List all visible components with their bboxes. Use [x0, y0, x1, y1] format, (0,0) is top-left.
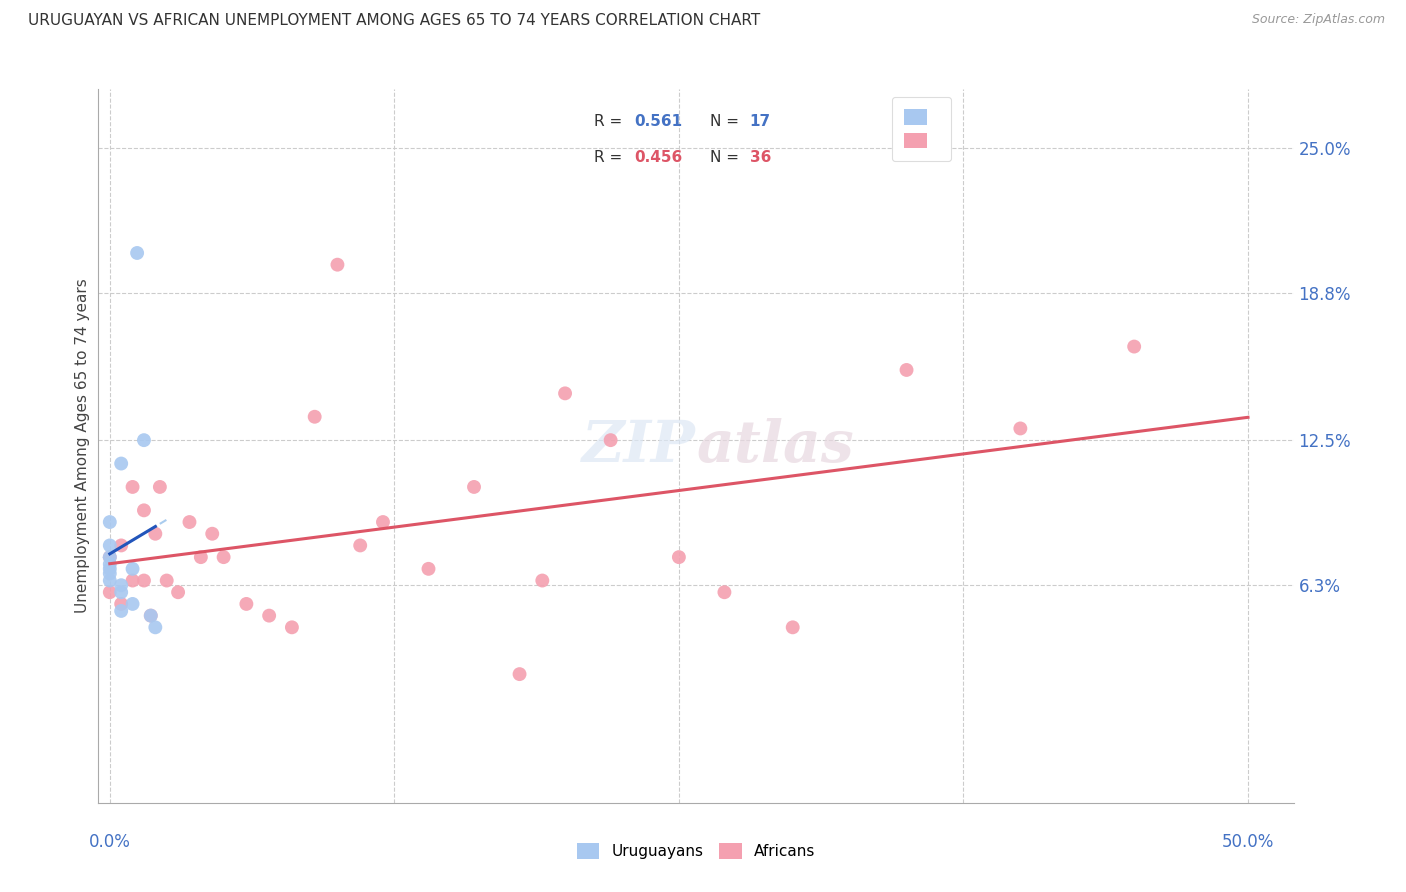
Point: [281, 620, 304, 634]
Text: atlas: atlas: [696, 417, 853, 475]
Point: [713, 585, 735, 599]
Point: [235, 597, 257, 611]
Point: [110, 585, 132, 599]
Point: [98, 566, 121, 581]
Point: [167, 585, 190, 599]
Point: [143, 620, 166, 634]
Point: [98, 585, 121, 599]
Text: 36: 36: [749, 150, 770, 165]
Point: [98, 550, 121, 565]
Point: [121, 480, 143, 494]
Text: N =: N =: [710, 150, 744, 165]
Point: [418, 562, 440, 576]
Point: [98, 538, 121, 552]
Point: [509, 667, 531, 681]
Point: [98, 557, 121, 571]
Point: [110, 604, 132, 618]
Point: [132, 433, 155, 447]
Point: [121, 574, 143, 588]
Point: [98, 515, 121, 529]
Point: [98, 550, 121, 565]
Text: ZIP: ZIP: [582, 417, 696, 475]
Y-axis label: Unemployment Among Ages 65 to 74 years: Unemployment Among Ages 65 to 74 years: [75, 278, 90, 614]
Text: N =: N =: [710, 114, 744, 129]
Point: [190, 550, 212, 565]
Text: Source: ZipAtlas.com: Source: ZipAtlas.com: [1251, 13, 1385, 27]
Text: 0.0%: 0.0%: [89, 833, 131, 851]
Point: [110, 457, 132, 471]
Text: R =: R =: [595, 150, 627, 165]
Text: 50.0%: 50.0%: [1222, 833, 1274, 851]
Text: R =: R =: [595, 114, 627, 129]
Point: [110, 578, 132, 592]
Point: [201, 526, 224, 541]
Point: [304, 409, 326, 424]
Text: 17: 17: [749, 114, 770, 129]
Point: [531, 574, 554, 588]
Point: [349, 538, 371, 552]
Text: 0.456: 0.456: [634, 150, 682, 165]
Point: [139, 608, 162, 623]
Point: [463, 480, 485, 494]
Point: [782, 620, 804, 634]
Point: [554, 386, 576, 401]
Point: [132, 574, 155, 588]
Point: [1123, 340, 1146, 354]
Point: [132, 503, 155, 517]
Point: [599, 433, 621, 447]
Point: [212, 550, 235, 565]
Point: [143, 526, 166, 541]
Point: [121, 562, 143, 576]
Text: URUGUAYAN VS AFRICAN UNEMPLOYMENT AMONG AGES 65 TO 74 YEARS CORRELATION CHART: URUGUAYAN VS AFRICAN UNEMPLOYMENT AMONG …: [28, 13, 761, 29]
Point: [896, 363, 918, 377]
Point: [98, 574, 121, 588]
Point: [121, 597, 143, 611]
Text: 0.561: 0.561: [634, 114, 682, 129]
Point: [98, 562, 121, 576]
Point: [179, 515, 201, 529]
Point: [156, 574, 179, 588]
Point: [110, 597, 132, 611]
Point: [371, 515, 394, 529]
Point: [149, 480, 172, 494]
Point: [1010, 421, 1032, 435]
Point: [127, 246, 149, 260]
Point: [326, 258, 349, 272]
Point: [110, 538, 132, 552]
Point: [668, 550, 690, 565]
Legend: Uruguayans, Africans: Uruguayans, Africans: [569, 835, 823, 866]
Point: [139, 608, 162, 623]
Point: [257, 608, 280, 623]
